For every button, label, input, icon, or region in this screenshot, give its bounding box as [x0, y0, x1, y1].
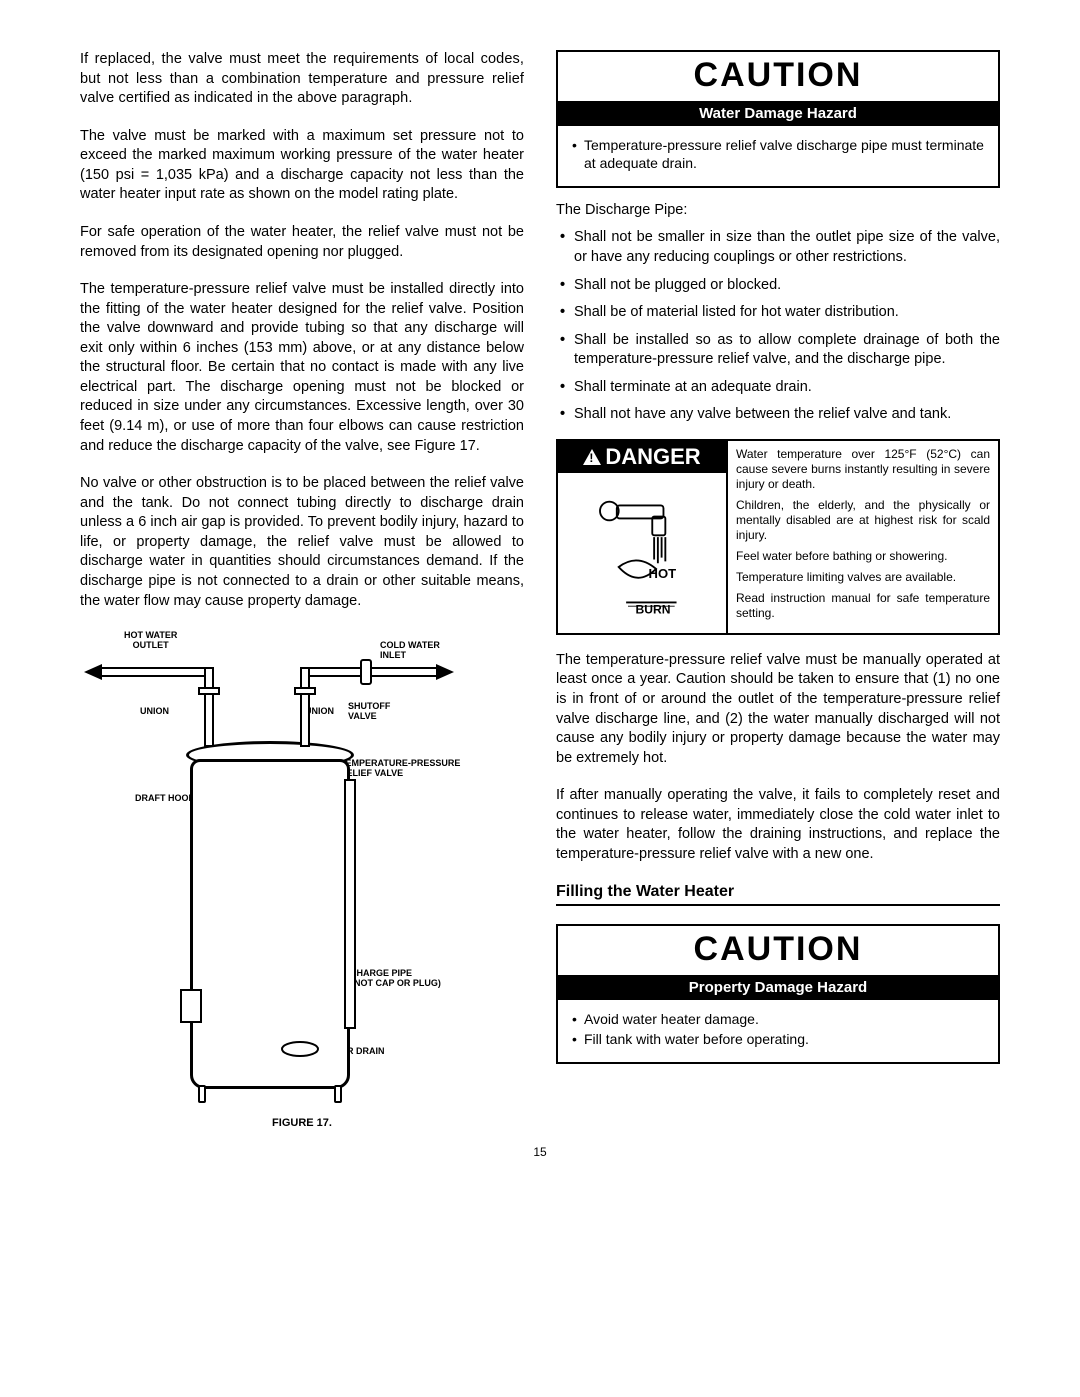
union-icon	[198, 687, 220, 695]
danger-right-panel: Water temperature over 125°F (52°C) can …	[728, 441, 998, 633]
label-hot-water-outlet: HOT WATEROUTLET	[124, 631, 177, 651]
two-column-layout: If replaced, the valve must meet the req…	[80, 50, 1000, 1129]
caution-body: Temperature-pressure relief valve discha…	[558, 126, 998, 186]
arrow-left-icon	[84, 662, 104, 682]
caution-body: Avoid water heater damage. Fill tank wit…	[558, 1000, 998, 1062]
danger-p1: Water temperature over 125°F (52°C) can …	[736, 447, 990, 492]
discharge-item: Shall not be plugged or blocked.	[556, 276, 1000, 296]
caution-property-damage: CAUTION Property Damage Hazard Avoid wat…	[556, 924, 1000, 1064]
danger-p4: Temperature limiting valves are availabl…	[736, 570, 990, 585]
danger-text: DANGER	[605, 444, 700, 470]
label-cold-water-inlet: COLD WATERINLET	[380, 641, 440, 661]
discharge-item: Shall be installed so as to allow comple…	[556, 331, 1000, 370]
section-filling-heading: Filling the Water Heater	[556, 883, 1000, 906]
pipe-icon	[100, 667, 210, 677]
figure-caption: FIGURE 17.	[80, 1117, 524, 1129]
caution-subtitle: Property Damage Hazard	[558, 975, 998, 1000]
caution-item: Avoid water heater damage.	[572, 1010, 984, 1028]
water-heater-diagram: HOT WATEROUTLET COLD WATERINLET UNION UN…	[80, 629, 524, 1109]
faucet-icon: HOT BURN	[577, 483, 707, 623]
label-tp-valve: TEMPERATURE-PRESSURERELIEF VALVE	[340, 759, 460, 779]
caution-item: Fill tank with water before operating.	[572, 1030, 984, 1048]
danger-left-panel: DANGER HOT BURN	[558, 441, 728, 633]
danger-label: DANGER	[558, 441, 726, 473]
danger-p2: Children, the elderly, and the physicall…	[736, 498, 990, 543]
caution-title: CAUTION	[558, 926, 998, 975]
para-safe-operation: For safe operation of the water heater, …	[80, 223, 524, 262]
leg-icon	[334, 1085, 342, 1103]
pipe-icon	[300, 667, 310, 747]
caution-title: CAUTION	[558, 52, 998, 101]
danger-p3: Feel water before bathing or showering.	[736, 549, 990, 564]
left-column: If replaced, the valve must meet the req…	[80, 50, 524, 1129]
label-union-left: UNION	[140, 707, 169, 717]
danger-box: DANGER HOT BURN	[556, 439, 1000, 635]
para-tp-valve-install: The temperature-pressure relief valve mu…	[80, 280, 524, 456]
warning-triangle-icon	[583, 449, 601, 465]
para-manual-operate: The temperature-pressure relief valve mu…	[556, 651, 1000, 768]
right-column: CAUTION Water Damage Hazard Temperature-…	[556, 50, 1000, 1129]
label-shutoff: SHUTOFFVALVE	[348, 702, 390, 722]
danger-faucet-illustration: HOT BURN	[558, 473, 726, 633]
caution-subtitle: Water Damage Hazard	[558, 101, 998, 126]
para-no-obstruction: No valve or other obstruction is to be p…	[80, 474, 524, 611]
page-number: 15	[80, 1145, 1000, 1159]
para-valve-pressure: The valve must be marked with a maximum …	[80, 127, 524, 205]
tank-body-icon	[190, 759, 350, 1089]
leg-icon	[198, 1085, 206, 1103]
discharge-intro: The Discharge Pipe:	[556, 202, 1000, 218]
caution-water-damage: CAUTION Water Damage Hazard Temperature-…	[556, 50, 1000, 188]
discharge-pipe-icon	[344, 779, 356, 1029]
para-replace-valve: If replaced, the valve must meet the req…	[80, 50, 524, 109]
arrow-left-icon	[436, 662, 456, 682]
shutoff-valve-icon	[360, 659, 372, 685]
burn-label: BURN	[635, 603, 670, 617]
discharge-item: Shall terminate at an adequate drain.	[556, 378, 1000, 398]
hot-label: HOT	[649, 566, 677, 581]
floor-drain-icon	[280, 1039, 320, 1059]
discharge-pipe-list: Shall not be smaller in size than the ou…	[556, 228, 1000, 425]
label-draft-hood: DRAFT HOOD	[135, 794, 195, 804]
figure-17: HOT WATEROUTLET COLD WATERINLET UNION UN…	[80, 629, 524, 1129]
discharge-item: Shall be of material listed for hot wate…	[556, 303, 1000, 323]
danger-p5: Read instruction manual for safe tempera…	[736, 591, 990, 621]
discharge-item: Shall not have any valve between the rel…	[556, 405, 1000, 425]
union-icon	[294, 687, 316, 695]
pipe-icon	[204, 667, 214, 747]
discharge-item: Shall not be smaller in size than the ou…	[556, 228, 1000, 267]
para-valve-reset: If after manually operating the valve, i…	[556, 786, 1000, 864]
gas-valve-icon	[180, 989, 202, 1023]
caution-item: Temperature-pressure relief valve discha…	[572, 136, 984, 172]
